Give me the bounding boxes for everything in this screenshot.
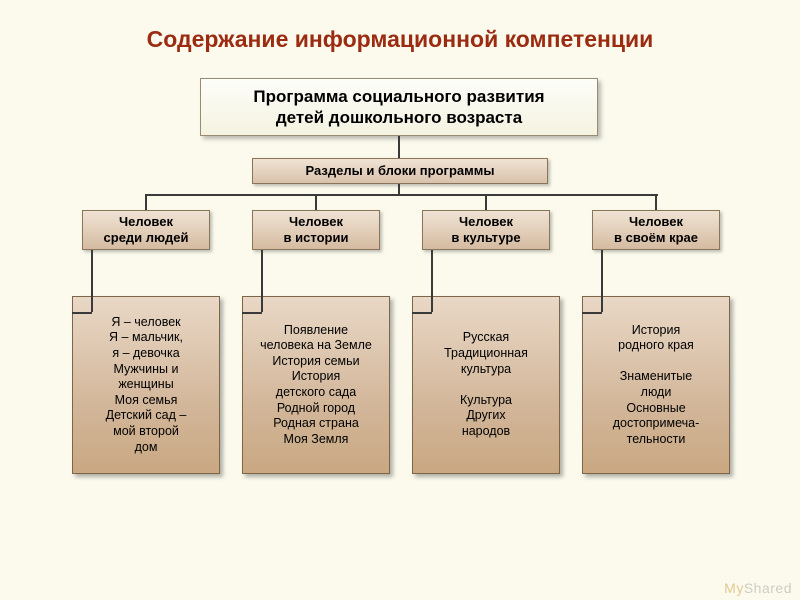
main-program-box: Программа социального развития детей дош… xyxy=(200,78,598,136)
main-line2: детей дошкольного возраста xyxy=(276,107,522,128)
watermark: MyShared xyxy=(724,580,792,596)
cat3-l1: Человек xyxy=(629,214,683,230)
sections-label-box: Разделы и блоки программы xyxy=(252,158,548,184)
cat2-l1: Человек xyxy=(459,214,513,230)
content-box-0: Я – человекЯ – мальчик,я – девочкаМужчин… xyxy=(72,296,220,474)
title-text: Содержание информационной компетенции xyxy=(147,26,654,52)
cat1-l2: в истории xyxy=(284,230,349,246)
content-box-3: Историяродного края ЗнаменитыелюдиОсновн… xyxy=(582,296,730,474)
cat2-l2: в культуре xyxy=(451,230,520,246)
sections-label: Разделы и блоки программы xyxy=(306,163,495,179)
watermark-suffix: Shared xyxy=(744,580,792,596)
content-box-1: Появлениечеловека на ЗемлеИстория семьиИ… xyxy=(242,296,390,474)
slide-title: Содержание информационной компетенции xyxy=(0,26,800,53)
category-box-3: Человек в своём крае xyxy=(592,210,720,250)
category-box-1: Человек в истории xyxy=(252,210,380,250)
content-box-2: РусскаяТрадиционнаякультура КультураДруг… xyxy=(412,296,560,474)
cat0-l2: среди людей xyxy=(104,230,189,246)
cat3-l2: в своём крае xyxy=(614,230,698,246)
cat1-l1: Человек xyxy=(289,214,343,230)
cat0-l1: Человек xyxy=(119,214,173,230)
category-box-2: Человек в культуре xyxy=(422,210,550,250)
watermark-prefix: My xyxy=(724,580,744,596)
main-line1: Программа социального развития xyxy=(253,86,544,107)
category-box-0: Человек среди людей xyxy=(82,210,210,250)
